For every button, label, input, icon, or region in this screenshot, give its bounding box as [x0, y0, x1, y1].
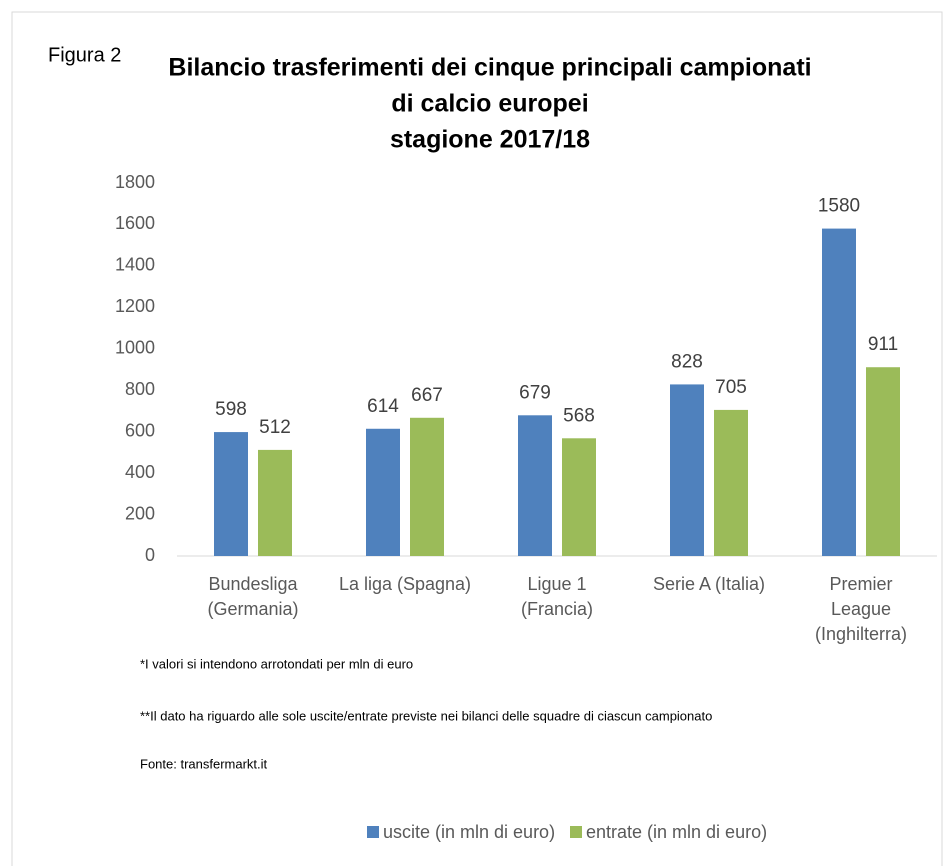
y-tick-label: 1800: [115, 172, 155, 192]
bar: [714, 409, 748, 556]
x-tick-label: (Germania): [207, 599, 298, 619]
bar: [518, 415, 552, 556]
chart-title: di calcio europei: [391, 90, 588, 118]
bar: [258, 449, 292, 556]
x-tick-label: Serie A (Italia): [653, 574, 765, 594]
legend-label: uscite (in mln di euro): [383, 822, 555, 842]
bar: [410, 417, 444, 556]
y-tick-label: 400: [125, 462, 155, 482]
chart-title: Bilancio trasferimenti dei cinque princi…: [168, 54, 811, 82]
chart-border: [11, 11, 943, 866]
data-label: 1580: [818, 196, 860, 217]
bar: [562, 438, 596, 556]
y-tick-label: 200: [125, 503, 155, 523]
bar: [822, 228, 856, 557]
y-tick-label: 1200: [115, 296, 155, 316]
y-tick-label: 600: [125, 420, 155, 440]
x-tick-label: La liga (Spagna): [339, 574, 471, 594]
data-label: 568: [563, 405, 595, 426]
chart-title: stagione 2017/18: [390, 126, 590, 154]
footnote: *I valori si intendono arrotondati per m…: [140, 656, 413, 671]
data-label: 828: [671, 351, 703, 372]
y-tick-label: 800: [125, 379, 155, 399]
x-tick-label: (Inghilterra): [815, 624, 907, 644]
y-tick-label: 1000: [115, 338, 155, 358]
bar: [866, 367, 900, 556]
data-label: 598: [215, 399, 247, 420]
footnote: Fonte: transfermarkt.it: [140, 756, 268, 771]
data-label: 705: [715, 377, 747, 398]
x-tick-label: Ligue 1: [527, 574, 586, 594]
data-label: 667: [411, 385, 443, 406]
y-tick-label: 1400: [115, 255, 155, 275]
bar: [214, 432, 248, 556]
figure-label: Figura 2: [48, 44, 121, 66]
x-tick-label: Bundesliga: [208, 574, 298, 594]
bar: [366, 428, 400, 556]
legend-swatch: [570, 826, 582, 838]
x-tick-label: (Francia): [521, 599, 593, 619]
x-tick-label: League: [831, 599, 891, 619]
data-label: 614: [367, 396, 399, 417]
data-label: 911: [868, 334, 898, 355]
data-label: 512: [259, 417, 291, 438]
y-tick-label: 0: [145, 545, 155, 565]
x-tick-label: Premier: [829, 574, 892, 594]
data-label: 679: [519, 382, 551, 403]
bar: [670, 384, 704, 556]
legend-swatch: [367, 826, 379, 838]
legend-label: entrate (in mln di euro): [586, 822, 767, 842]
footnote: **Il dato ha riguardo alle sole uscite/e…: [140, 708, 712, 723]
y-tick-label: 1600: [115, 213, 155, 233]
